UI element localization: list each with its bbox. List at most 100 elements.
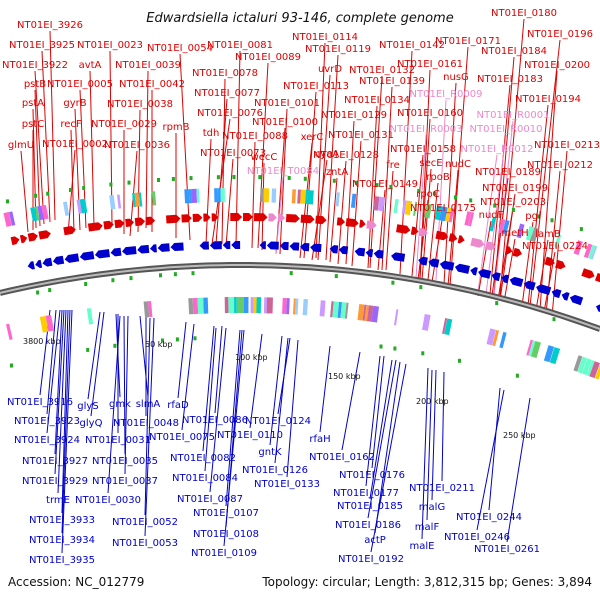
feature-box (266, 297, 273, 314)
reverse-gene-label: NT01EI_3916 (7, 397, 73, 408)
kbp-tick-labels: 3800 kbp 50 kbp 100 kbp 150 kbp 200 kbp … (23, 337, 536, 440)
forward-gene-arrow (114, 219, 125, 229)
reverse-gene-arrow (338, 245, 349, 255)
forward-gene-label: wecC (251, 152, 278, 163)
marker-tick (258, 175, 262, 180)
forward-leader-line (381, 86, 393, 271)
reverse-leader-line (61, 309, 71, 534)
marker-tick (515, 373, 519, 378)
reverse-leader-line (365, 355, 381, 487)
marker-tick (458, 358, 461, 363)
marker-tick (193, 336, 197, 341)
reverse-gene-arrow (418, 256, 428, 266)
forward-gene-arrow (410, 226, 419, 235)
reverse-leader-line (367, 359, 397, 519)
reverse-gene-label: NT01EI_0052 (112, 517, 178, 528)
forward-leader-line (49, 30, 56, 221)
reverse-gene-arrow (454, 263, 470, 274)
forward-gene-label: rpoB (426, 172, 450, 183)
feature-box (196, 188, 200, 203)
forward-gene-arrow (504, 245, 513, 255)
forward-leader-line (337, 160, 347, 265)
feature-box (291, 189, 296, 204)
feature-box (581, 358, 592, 376)
marker-tick (289, 271, 293, 276)
forward-leader-line (503, 238, 516, 303)
forward-gene-label: NT01EI_0139 (359, 76, 425, 87)
feature-box (371, 305, 380, 323)
forward-leader-line (145, 70, 149, 229)
forward-gene-label: uvrD (318, 64, 342, 75)
reverse-gene-arrow (42, 257, 53, 267)
feature-box (253, 297, 257, 314)
feature-box (340, 302, 347, 319)
forward-gene-label: NT01EI_0101 (254, 98, 320, 109)
forward-leader-line (431, 213, 444, 283)
reverse-gene-arrow (470, 267, 478, 276)
feature-box (203, 297, 209, 314)
forward-gene-label: NT01EI_0119 (305, 44, 371, 55)
marker-tick (84, 282, 88, 286)
feature-box (526, 339, 533, 356)
reverse-leader-line (214, 325, 223, 414)
feature-box (434, 205, 442, 221)
forward-leader-line (527, 104, 549, 307)
reverse-gene-arrow (391, 252, 406, 262)
marker-tick (287, 176, 291, 180)
reverse-gene-arrow (94, 249, 111, 259)
reverse-gene-arrow (266, 241, 279, 250)
feature-box (516, 223, 525, 239)
reverse-gene-label: NT01EI_0133 (254, 479, 320, 490)
forward-leader-line (345, 120, 355, 265)
feature-box (502, 219, 510, 235)
reverse-gene-arrow (478, 268, 492, 279)
forward-gene-arrow (10, 236, 20, 246)
marker-tick (175, 337, 179, 342)
feature-box (217, 188, 221, 203)
forward-gene-arrow (396, 224, 411, 234)
feature-box (393, 198, 399, 214)
reverse-leader-line (61, 309, 73, 554)
marker-tick (375, 183, 379, 188)
feature-box (583, 243, 593, 259)
reverse-gene-arrow (439, 260, 455, 271)
feature-box (499, 331, 507, 349)
forward-gene-label: NT01EI_0199 (482, 183, 548, 194)
reverse-leader-line (431, 369, 437, 501)
feature-box (344, 302, 349, 319)
forward-gene-arrow (315, 215, 327, 225)
forward-gene-arrow (300, 214, 315, 224)
marker-tick (334, 274, 338, 279)
marker-tick (69, 188, 72, 192)
reverse-gene-arrow (52, 255, 65, 265)
feature-box (256, 297, 262, 314)
backbone-highlight (0, 264, 600, 330)
forward-gene-label: lamB (535, 229, 561, 240)
forward-leader-line (179, 53, 191, 241)
reverse-gene-label: NT01EI_0048 (113, 418, 179, 429)
forward-gene-arrow (366, 220, 377, 230)
feature-box (238, 296, 245, 313)
reverse-gene-label: NT01EI_0037 (92, 476, 158, 487)
forward-gene-leader-lines (20, 18, 568, 317)
feature-box (486, 328, 496, 346)
marker-tick (495, 301, 499, 306)
feature-box (3, 211, 12, 227)
feature-box (116, 194, 122, 209)
reverse-gene-label: NT01EI_0186 (335, 520, 401, 531)
reverse-leader-line (369, 359, 393, 500)
feature-box (364, 304, 369, 322)
reverse-leader-line (225, 329, 241, 507)
reverse-leader-line (46, 309, 61, 434)
reverse-gene-arrow (110, 247, 122, 257)
reverse-leader-line (274, 337, 289, 464)
feature-box (134, 192, 140, 207)
feature-box (151, 191, 157, 206)
reverse-leader-line (269, 335, 283, 446)
forward-gene-arrow (165, 214, 181, 224)
forward-gene-label: NT01EI_0171 (435, 36, 501, 47)
forward-leader-line (529, 39, 561, 307)
forward-gene-label: NT01EI_0196 (527, 29, 593, 40)
feature-box (439, 206, 448, 222)
feature-box (319, 300, 326, 317)
